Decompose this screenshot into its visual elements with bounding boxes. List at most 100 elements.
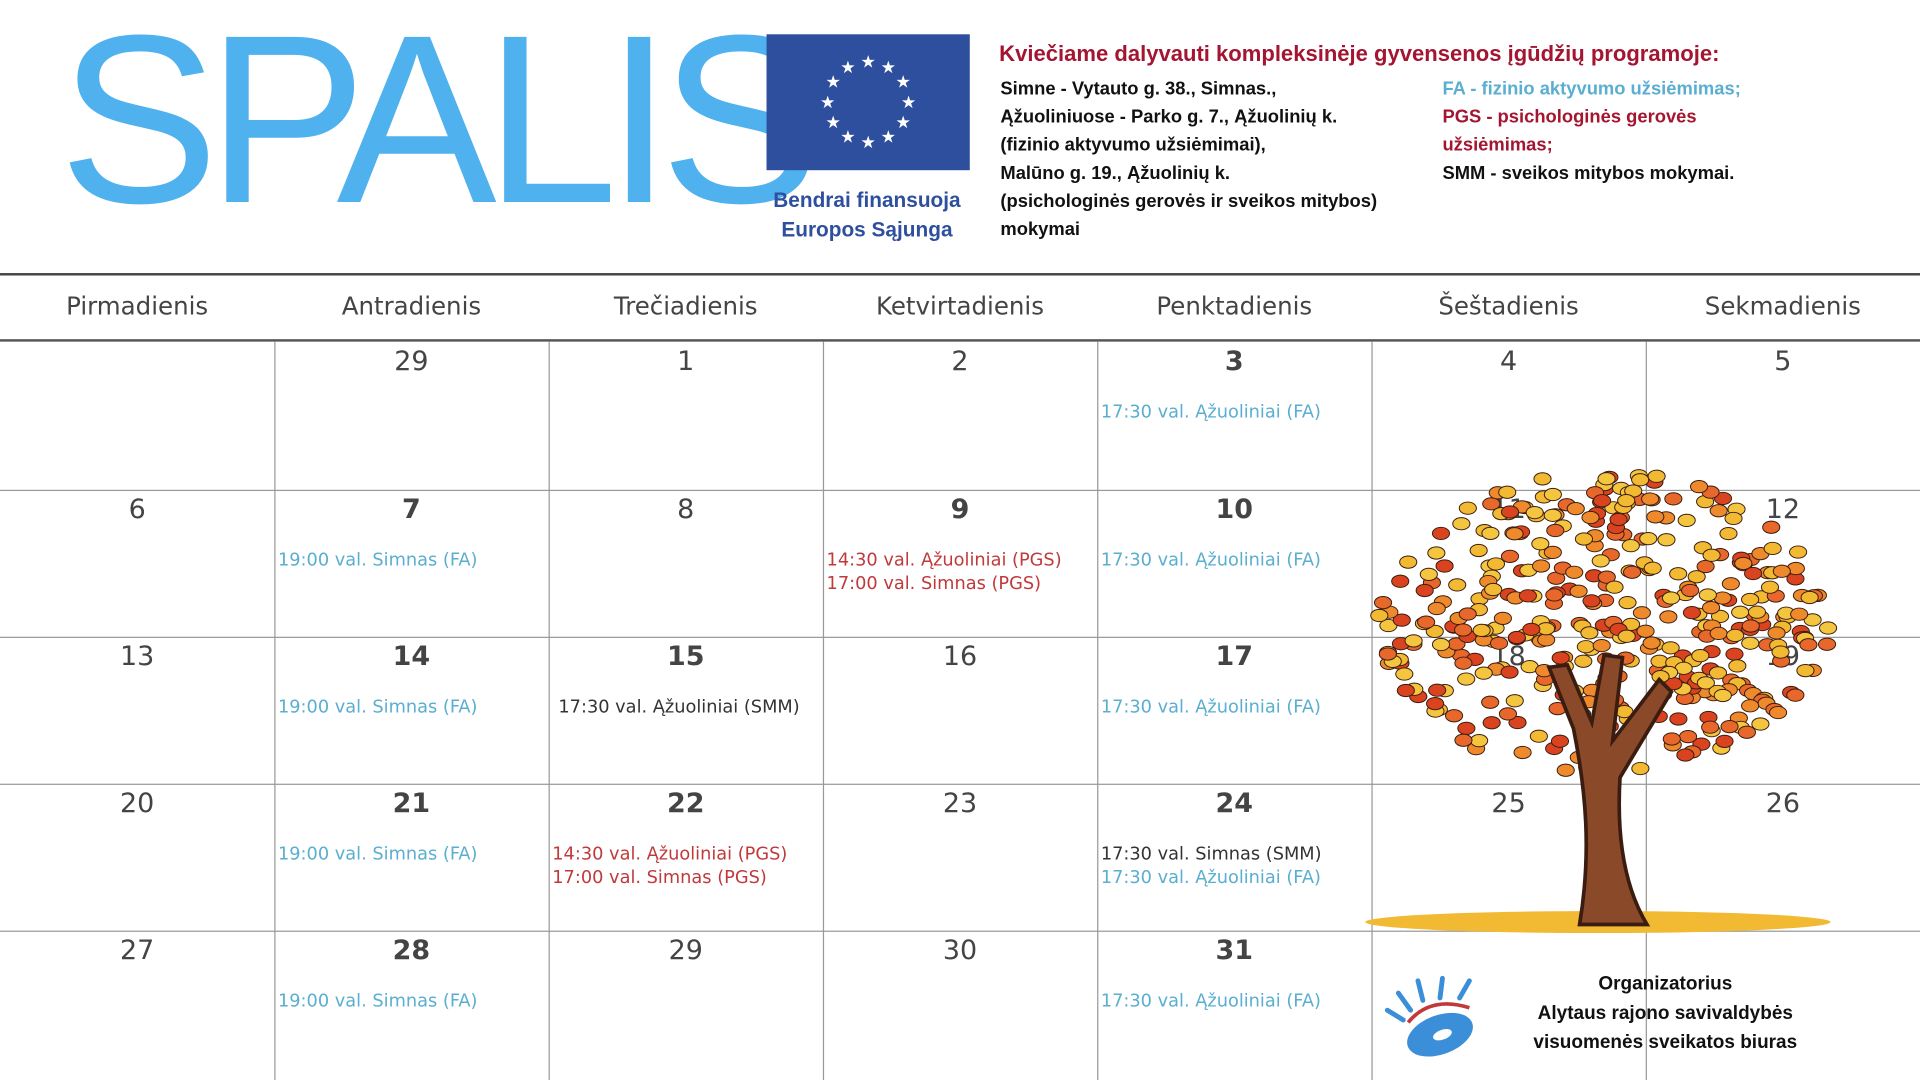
star-icon: ★ [895, 113, 910, 133]
address-line: Ąžuoliniuose - Parko g. 7., Ąžuolinių k. [1000, 106, 1338, 128]
day-number[interactable]: 10 [1215, 494, 1254, 526]
day-number[interactable]: 4 [1500, 346, 1518, 378]
leaf [1715, 734, 1734, 748]
event-fa[interactable]: 19:00 val. Simnas (FA) [277, 551, 478, 571]
leaf [1593, 494, 1612, 508]
event-pgs[interactable]: 17:00 val. Simnas (PGS) [826, 574, 1042, 594]
leaf [1696, 676, 1715, 690]
leaf [1419, 567, 1438, 581]
leaf [1565, 565, 1584, 579]
leaf [1676, 748, 1695, 762]
day-number[interactable]: 3 [1224, 346, 1244, 378]
organizer-name: visuomenės sveikatos biuras [1533, 1032, 1798, 1054]
leaf [1404, 634, 1423, 648]
leaf [1701, 720, 1720, 734]
leaf [1395, 667, 1414, 681]
event-fa[interactable]: 19:00 val. Simnas (FA) [277, 844, 478, 865]
leaf [1550, 734, 1570, 748]
event-pgs[interactable]: 14:30 val. Ąžuoliniai (PGS) [826, 551, 1062, 571]
leaf [1391, 574, 1410, 588]
leaf [1458, 607, 1477, 621]
day-number[interactable]: 12 [1765, 494, 1801, 526]
leaf [1482, 716, 1501, 730]
star-icon: ★ [825, 113, 840, 133]
day-number[interactable]: 31 [1215, 935, 1254, 967]
leaf [1454, 733, 1473, 747]
day-number[interactable]: 7 [402, 494, 421, 526]
day-number[interactable]: 22 [666, 788, 705, 820]
day-number[interactable]: 15 [666, 641, 705, 673]
day-number[interactable]: 5 [1774, 346, 1792, 378]
day-number[interactable]: 6 [128, 494, 146, 526]
leaf [1431, 637, 1451, 652]
leaf [1631, 761, 1650, 776]
day-number[interactable]: 25 [1491, 788, 1526, 820]
leaf [1720, 719, 1739, 734]
leaf [1448, 578, 1467, 592]
day-number[interactable]: 17 [1215, 641, 1254, 673]
organizer-label: Organizatorius [1598, 973, 1733, 995]
day-number[interactable]: 26 [1765, 788, 1801, 820]
leaf [1762, 520, 1781, 534]
event-fa[interactable]: 17:30 val. Ąžuoliniai (FA) [1100, 402, 1321, 423]
leaf [1696, 559, 1715, 574]
star-icon: ★ [860, 52, 875, 72]
leaf [1763, 541, 1782, 556]
divider [0, 339, 1920, 342]
day-number[interactable]: 29 [668, 935, 703, 967]
leaf [1681, 583, 1700, 598]
day-number[interactable]: 9 [950, 494, 970, 526]
divider [0, 273, 1920, 276]
day-number[interactable]: 29 [394, 346, 429, 378]
grid-line [548, 341, 550, 1080]
day-number[interactable]: 21 [392, 788, 431, 820]
leaf [1664, 492, 1683, 506]
day-number[interactable]: 1 [677, 346, 695, 378]
leaf [1597, 570, 1616, 584]
leaf [1532, 559, 1551, 573]
day-number[interactable]: 16 [942, 641, 978, 673]
leaf [1724, 511, 1743, 526]
day-number[interactable]: 2 [951, 346, 969, 378]
day-number[interactable]: 8 [677, 494, 695, 526]
leaf [1500, 505, 1520, 519]
day-number[interactable]: 23 [942, 788, 978, 820]
leaf [1508, 715, 1527, 730]
leaf [1819, 621, 1838, 635]
leaf [1728, 659, 1747, 673]
leaf [1643, 561, 1662, 575]
leaf [1435, 559, 1454, 573]
event-pgs[interactable]: 17:00 val. Simnas (PGS) [552, 868, 767, 888]
leaf [1605, 580, 1624, 594]
event-fa[interactable]: 19:00 val. Simnas (FA) [277, 697, 478, 718]
day-number[interactable]: 20 [120, 788, 155, 820]
grid-line [1371, 341, 1373, 1080]
leaf [1457, 721, 1476, 735]
leaf [1771, 645, 1790, 659]
leaf [1751, 717, 1770, 731]
day-number[interactable]: 27 [120, 935, 155, 967]
leaf [1719, 526, 1738, 541]
day-number[interactable]: 30 [942, 935, 978, 967]
event-fa[interactable]: 17:30 val. Ąžuoliniai (FA) [1100, 551, 1321, 571]
event-fa[interactable]: 17:30 val. Ąžuoliniai (FA) [1100, 991, 1321, 1012]
event-fa[interactable]: 17:30 val. Ąžuoliniai (FA) [1100, 697, 1321, 718]
day-number[interactable]: 28 [392, 935, 431, 967]
day-number[interactable]: 24 [1215, 788, 1254, 820]
leaf [1378, 647, 1397, 661]
event-smm[interactable]: 17:30 val. Ąžuoliniai (SMM) [558, 697, 800, 718]
leaf [1710, 609, 1730, 624]
leaf [1646, 510, 1665, 524]
day-number[interactable]: 14 [392, 641, 431, 673]
event-fa[interactable]: 17:30 val. Ąžuoliniai (FA) [1100, 868, 1321, 888]
star-icon: ★ [840, 128, 855, 148]
leaf [1574, 532, 1594, 546]
event-smm[interactable]: 17:30 val. Simnas (SMM) [1100, 844, 1322, 865]
leaf [1639, 532, 1658, 546]
leaf [1513, 745, 1532, 760]
event-pgs[interactable]: 14:30 val. Ąžuoliniai (PGS) [552, 844, 788, 865]
address-line: Simne - Vytauto g. 38., Simnas., [1000, 78, 1277, 100]
leaf [1500, 665, 1519, 679]
event-fa[interactable]: 19:00 val. Simnas (FA) [277, 991, 478, 1012]
day-number[interactable]: 13 [120, 641, 155, 673]
